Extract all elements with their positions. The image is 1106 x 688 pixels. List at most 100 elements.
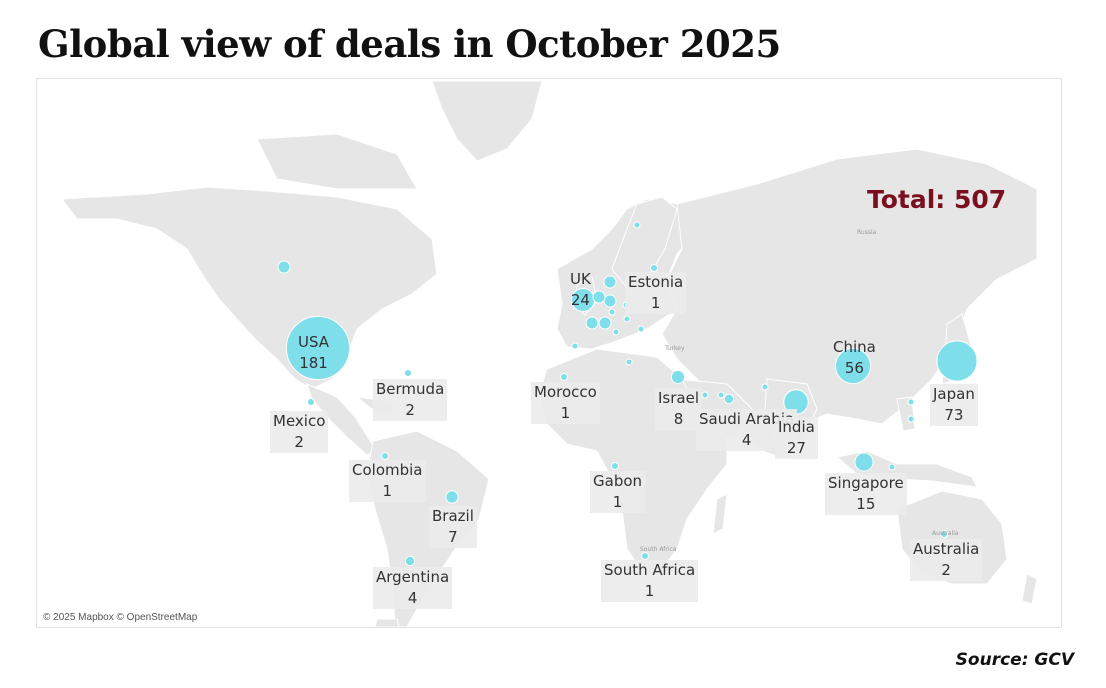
source-note: Source: GCV <box>955 650 1074 670</box>
bubble-unlabeled-country[interactable] <box>701 391 709 399</box>
new-zealand-shape <box>1021 573 1038 605</box>
bubble-unlabeled-country[interactable] <box>585 316 599 330</box>
deal-count: 2 <box>405 401 415 419</box>
bubble-bermuda[interactable] <box>404 369 412 377</box>
deal-count: 56 <box>844 359 864 377</box>
deal-count: 73 <box>944 406 964 424</box>
country-name: India <box>778 418 815 436</box>
country-name: Singapore <box>828 474 904 492</box>
bubble-unlabeled-country[interactable] <box>761 383 769 391</box>
bubble-unlabeled-country[interactable] <box>637 325 645 333</box>
country-label-brazil: Brazil 7 <box>429 506 477 548</box>
deal-count: 4 <box>407 589 418 607</box>
bubble-singapore[interactable] <box>854 452 874 472</box>
country-name: UK <box>570 270 591 288</box>
deal-count: 1 <box>650 294 661 312</box>
bubble-unlabeled-country[interactable] <box>598 316 612 330</box>
bubble-argentina[interactable] <box>404 555 416 567</box>
country-label-bermuda: Bermuda 2 <box>373 379 448 421</box>
bubble-unlabeled-country[interactable] <box>623 315 631 323</box>
country-label-mexico: Mexico 2 <box>270 411 329 453</box>
deal-count: 27 <box>786 439 806 457</box>
deal-count: 2 <box>941 561 951 579</box>
place-label-australia: Australia <box>932 530 959 537</box>
country-label-usa: USA 181 <box>295 332 332 374</box>
place-label-south-africa: South Africa <box>640 546 677 553</box>
world-map[interactable]: Russia Turkey South Africa Australia Tot… <box>36 78 1062 628</box>
bubble-unlabeled-country[interactable] <box>603 294 617 308</box>
bubble-colombia[interactable] <box>381 452 389 460</box>
country-label-singapore: Singapore 15 <box>825 473 907 515</box>
asia-shape <box>661 148 1038 460</box>
map-attribution[interactable]: © 2025 Mapbox © OpenStreetMap <box>43 612 198 623</box>
bubble-morocco[interactable] <box>560 373 568 381</box>
country-name: Saudi Arabia <box>699 410 795 428</box>
bubble-unlabeled-country[interactable] <box>277 260 291 274</box>
page-title: Global view of deals in October 2025 <box>38 22 781 66</box>
bubble-unlabeled-country[interactable] <box>592 290 606 304</box>
country-label-colombia: Colombia 1 <box>349 460 426 502</box>
deal-count: 1 <box>612 493 623 511</box>
country-label-gabon: Gabon 1 <box>590 471 646 513</box>
country-name: Mexico <box>273 412 326 430</box>
country-name: Bermuda <box>376 380 445 398</box>
bubble-unlabeled-country[interactable] <box>907 415 915 423</box>
deal-count: 4 <box>741 431 752 449</box>
bubble-unlabeled-country[interactable] <box>625 358 633 366</box>
country-name: Morocco <box>534 383 597 401</box>
bubble-usa[interactable] <box>285 315 351 381</box>
greenland-shape <box>431 80 543 162</box>
bubble-saudi-arabia[interactable] <box>723 393 735 405</box>
bubble-brazil[interactable] <box>445 490 459 504</box>
country-label-israel: Israel 8 <box>655 388 702 430</box>
bubble-unlabeled-country[interactable] <box>888 463 896 471</box>
country-name: Estonia <box>628 273 684 291</box>
country-label-australia: Australia 2 <box>910 539 983 581</box>
philippines-shape <box>896 396 916 432</box>
country-name: Japan <box>933 385 975 403</box>
bubble-gabon[interactable] <box>611 462 619 470</box>
bubble-australia[interactable] <box>940 530 948 538</box>
place-label-russia: Russia <box>857 229 877 236</box>
bubble-unlabeled-country[interactable] <box>612 328 620 336</box>
country-label-uk: UK 24 <box>567 269 594 311</box>
bubble-japan[interactable] <box>936 340 978 382</box>
country-label-estonia: Estonia 1 <box>625 272 687 314</box>
bubble-unlabeled-country[interactable] <box>603 275 617 289</box>
madagascar-shape <box>712 493 728 535</box>
arctic-islands-shape <box>256 133 418 190</box>
country-name: Gabon <box>593 472 643 490</box>
deal-count: 15 <box>856 495 876 513</box>
deal-count: 1 <box>560 404 571 422</box>
bubble-mexico[interactable] <box>307 398 315 406</box>
deal-count: 8 <box>673 410 684 428</box>
bubble-south-africa[interactable] <box>641 552 649 560</box>
bubble-unlabeled-country[interactable] <box>608 308 616 316</box>
bubble-unlabeled-country[interactable] <box>633 221 641 229</box>
north-america-shape <box>61 186 438 390</box>
deal-count: 2 <box>294 433 304 451</box>
country-name: USA <box>298 333 330 351</box>
country-name: Argentina <box>376 568 450 586</box>
country-name: Colombia <box>352 461 423 479</box>
place-label-turkey: Turkey <box>665 345 685 352</box>
deal-count: 181 <box>299 354 328 372</box>
country-name: Brazil <box>432 507 474 525</box>
bubble-israel[interactable] <box>670 369 686 385</box>
bubble-unlabeled-country[interactable] <box>717 391 725 399</box>
deal-count: 7 <box>448 528 458 546</box>
bubble-estonia[interactable] <box>650 264 658 272</box>
bubble-china[interactable] <box>834 347 872 385</box>
deal-count: 24 <box>570 291 590 309</box>
country-name: Australia <box>913 540 980 558</box>
country-name: South Africa <box>604 561 696 579</box>
country-label-argentina: Argentina 4 <box>373 567 453 609</box>
country-name: China <box>833 338 876 356</box>
bubble-unlabeled-country[interactable] <box>571 342 579 350</box>
country-label-japan: Japan 73 <box>930 384 978 426</box>
bubble-unlabeled-country[interactable] <box>907 398 915 406</box>
total-deals: Total: 507 <box>867 185 1007 214</box>
country-label-south-africa: South Africa 1 <box>601 560 699 602</box>
basemap <box>61 80 1038 627</box>
country-name: Israel <box>658 389 699 407</box>
